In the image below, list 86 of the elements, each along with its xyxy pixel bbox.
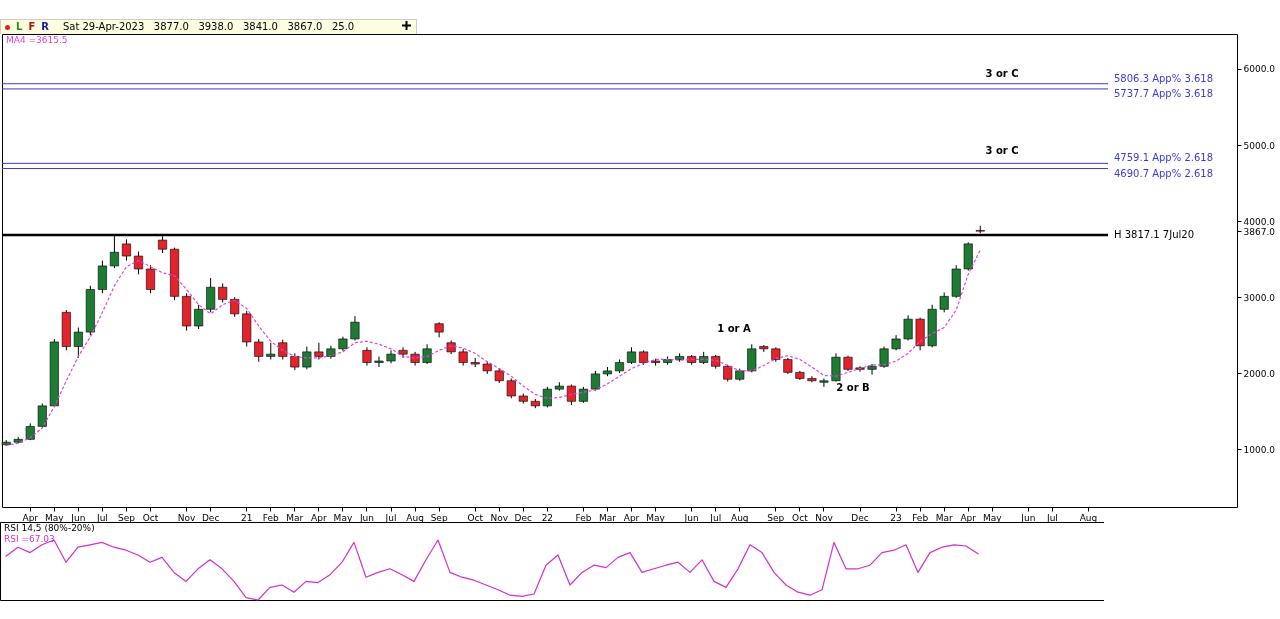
ref-line-label: 5806.3 App% 3.618 <box>1114 72 1214 84</box>
candlestick <box>230 296 240 318</box>
x-tick-label: May <box>982 512 1003 523</box>
x-tick-label: Mar <box>286 512 304 523</box>
x-tick-label: Aug <box>730 512 749 523</box>
candlestick <box>254 338 264 363</box>
x-tick-label: Dec <box>851 512 869 523</box>
x-tick-label: Sep <box>430 512 448 523</box>
x-tick-label: Jul <box>1045 512 1058 523</box>
x-tick-label: Jun <box>683 512 699 523</box>
x-tick-label: 23 <box>890 512 902 523</box>
x-tick-label: Dec <box>514 512 533 523</box>
x-tick-label: Dec <box>201 512 220 523</box>
candlestick <box>97 260 107 294</box>
x-tick-label: May <box>45 512 65 523</box>
x-tick-label: May <box>646 512 666 523</box>
x-tick-label: Feb <box>575 512 592 523</box>
ref-line-label: H 3817.1 7Jul20 <box>1114 228 1195 240</box>
text: F <box>28 20 36 34</box>
x-tick-label: Jul <box>709 512 722 523</box>
x-tick-label: Oct <box>467 512 484 523</box>
y-tick-label: 5000.0 <box>1243 140 1276 151</box>
candlestick <box>867 363 877 376</box>
candlestick <box>314 342 324 360</box>
chart-title: RSI 14,5 (80%-20%) <box>4 523 95 533</box>
y-tick-label: 3000.0 <box>1243 292 1276 303</box>
x-tick-label: Mar <box>598 512 617 523</box>
series-label: RSI =67.03 <box>4 534 55 544</box>
x-tick-label: Apr <box>960 512 977 523</box>
x-tick-label: Aug <box>406 512 424 523</box>
candlestick <box>374 355 384 368</box>
candlestick <box>879 346 889 369</box>
x-tick-label: May <box>333 512 353 523</box>
text: L <box>16 20 23 34</box>
candlestick <box>939 292 949 313</box>
x-tick-label: Sep <box>767 512 785 523</box>
candlestick <box>819 377 829 388</box>
x-tick-label: Aug <box>1079 512 1098 523</box>
candlestick <box>218 282 228 303</box>
annotation: 1 or A <box>717 323 751 334</box>
y-tick-label: 1000.0 <box>1243 444 1276 455</box>
x-tick-label: Nov <box>490 512 509 523</box>
x-tick-label: Nov <box>815 512 834 523</box>
candlestick <box>146 264 156 294</box>
candlestick <box>747 343 757 373</box>
x-tick-label: 21 <box>240 512 253 523</box>
x-tick-label: Jul <box>384 512 397 523</box>
y-tick-label: 2000.0 <box>1243 368 1276 379</box>
x-tick-label: Oct <box>792 512 809 523</box>
x-tick-label: Nov <box>177 512 197 523</box>
x-tick-label: Jun <box>358 512 374 523</box>
x-tick-label: Jun <box>70 512 86 523</box>
candlestick <box>194 304 204 330</box>
annotation: 3 or C <box>985 68 1019 79</box>
candlestick <box>506 377 516 399</box>
chart-subtitle: Sat 29-Apr-2023 3877.0 3938.0 3841.0 3867.0 25.0 <box>62 21 355 32</box>
y-tick-label: 6000.0 <box>1243 64 1276 75</box>
candlestick <box>807 375 817 383</box>
candlestick <box>278 339 288 360</box>
candlestick <box>362 346 372 367</box>
x-tick-label: Feb <box>912 512 929 523</box>
line-series <box>5 249 981 446</box>
x-tick-label: Apr <box>311 512 327 523</box>
candlestick <box>206 277 216 313</box>
ref-line-label: 4759.1 App% 2.618 <box>1114 152 1214 164</box>
y-tick-label: 4000.0 <box>1243 216 1276 227</box>
x-tick-label: Sep <box>117 512 136 523</box>
text: MA4 =3615.5 <box>6 35 68 45</box>
candlestick <box>831 352 841 383</box>
annotation: 3 or C <box>985 145 1019 156</box>
x-tick-label: Oct <box>142 512 159 523</box>
text: R <box>41 20 49 34</box>
ref-line-label: 4690.7 App% 2.618 <box>1114 167 1214 179</box>
x-tick-label: 22 <box>541 512 554 523</box>
annotation: 2 or B <box>836 382 870 393</box>
x-tick-label: Jul <box>95 512 108 523</box>
x-tick-label: Mar <box>935 512 953 523</box>
candlestick <box>121 238 131 262</box>
candlestick <box>903 314 913 341</box>
ref-line-label: 5737.7 App% 3.618 <box>1114 87 1214 99</box>
y-tick-label: 3867.0 <box>1243 226 1276 237</box>
candlestick <box>350 315 360 341</box>
x-tick-label: Apr <box>22 512 39 523</box>
x-tick-label: Jun <box>1020 512 1036 523</box>
x-tick-label: Feb <box>262 512 280 523</box>
x-tick-label: Apr <box>623 512 640 523</box>
